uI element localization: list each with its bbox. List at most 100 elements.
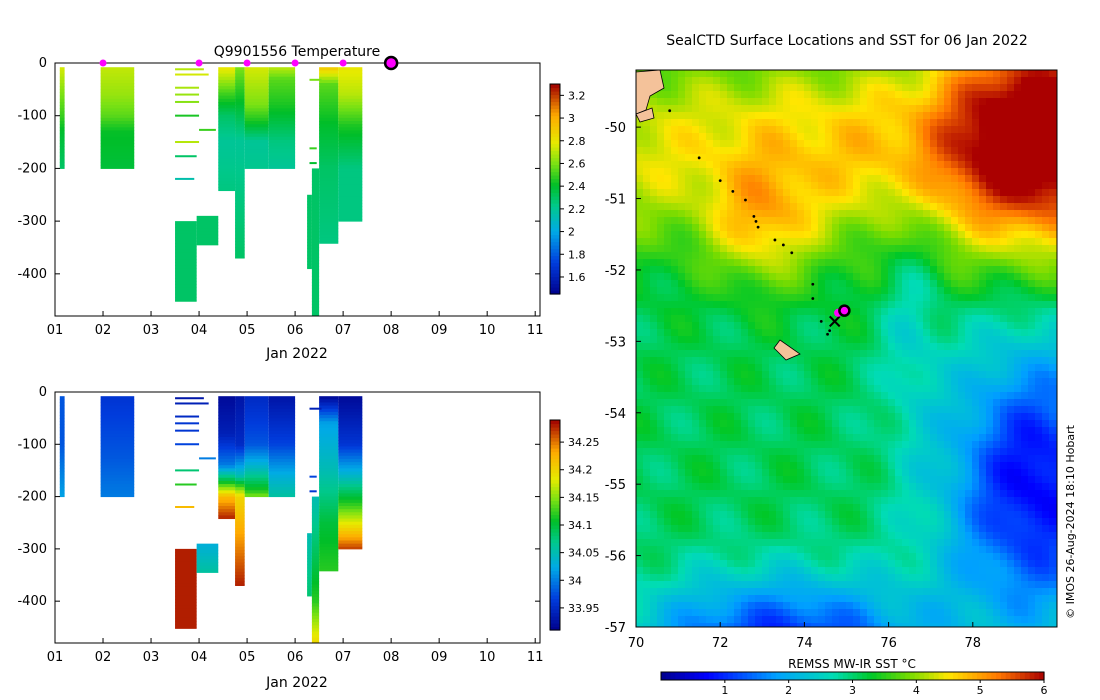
sst-cell: [951, 343, 959, 351]
sst-cell: [769, 280, 777, 288]
sst-cell: [699, 490, 707, 498]
sst-cell: [748, 112, 756, 120]
profile-10-cell: [319, 139, 339, 144]
sst-cell: [965, 210, 973, 218]
sst-cell: [636, 196, 644, 204]
sst-cell: [699, 413, 707, 421]
profile-4-cell: [218, 92, 236, 97]
sst-cell: [790, 280, 798, 288]
profile-11-cell: [338, 86, 363, 90]
sst-cell: [958, 210, 966, 218]
sst-cell: [790, 245, 798, 253]
sst-cell: [1000, 238, 1008, 246]
profile-4-cell: [218, 181, 236, 185]
sst-cell: [650, 126, 658, 134]
sst-cell: [867, 308, 875, 316]
sst-cell: [853, 245, 861, 253]
sst-cell: [776, 203, 784, 211]
sst-cell: [951, 217, 959, 225]
sst-cell: [860, 336, 868, 344]
profile-9-cell: [311, 502, 320, 507]
profile-5-cell: [235, 193, 245, 198]
sst-cell: [811, 182, 819, 190]
profile-4-cell: [218, 105, 236, 109]
sst-cell: [783, 434, 791, 442]
sst-cell: [762, 147, 770, 155]
sst-cell: [951, 154, 959, 162]
sst-cell: [678, 105, 686, 113]
sst-cell: [748, 413, 756, 421]
profile-5-cell: [235, 499, 245, 504]
sst-cell: [923, 224, 931, 232]
sst-cell: [986, 371, 994, 379]
sst-cell: [846, 504, 854, 512]
sst-cell: [944, 168, 952, 176]
sst-cell: [1007, 490, 1015, 498]
sst-cell: [888, 406, 896, 414]
sst-cell: [1007, 245, 1015, 253]
profile-8-cell: [307, 254, 312, 259]
profile-9-cell: [311, 615, 320, 620]
sst-cell: [1007, 70, 1015, 78]
sst-cell: [762, 112, 770, 120]
sst-cell: [734, 441, 742, 449]
sst-cell: [867, 112, 875, 120]
profile-11-cell: [338, 458, 363, 463]
sst-cell: [783, 322, 791, 330]
sst-cell: [1042, 91, 1050, 99]
sst-cell: [706, 413, 714, 421]
sst-cell: [888, 455, 896, 463]
sst-cell: [734, 490, 742, 498]
sst-cell: [1007, 252, 1015, 260]
profile-8-cell: [307, 267, 312, 270]
sst-cell: [881, 168, 889, 176]
profile-9-cell: [311, 225, 320, 230]
sst-cell: [1049, 483, 1057, 491]
sst-cell: [930, 119, 938, 127]
sst-cell: [937, 84, 945, 92]
sst-cell: [993, 308, 1001, 316]
sst-cell: [1049, 462, 1057, 470]
sst-cell: [1007, 238, 1015, 246]
sst-cell: [1014, 336, 1022, 344]
sst-cell: [678, 455, 686, 463]
sst-cell: [636, 287, 644, 295]
profile-5-cell: [235, 474, 245, 479]
sst-cell: [636, 245, 644, 253]
sst-cell: [895, 238, 903, 246]
sst-cell: [951, 476, 959, 484]
sst-cell: [804, 497, 812, 505]
profile-4-cell: [218, 446, 236, 451]
sst-cell: [930, 203, 938, 211]
sst-cell: [888, 280, 896, 288]
profile-9-cell: [311, 237, 320, 242]
sst-cell: [993, 371, 1001, 379]
sst-cell: [643, 168, 651, 176]
sst-cell: [867, 182, 875, 190]
sst-cell: [1007, 462, 1015, 470]
thin-profile-line: [309, 147, 317, 150]
sst-cell: [944, 448, 952, 456]
sst-cell: [790, 238, 798, 246]
sst-cell: [1028, 476, 1036, 484]
x-tick-label: 11: [527, 650, 544, 665]
sst-cell: [762, 385, 770, 393]
sst-cell: [769, 238, 777, 246]
sst-cell: [1000, 441, 1008, 449]
sst-cell: [755, 189, 763, 197]
sst-cell: [972, 504, 980, 512]
sst-cell: [944, 336, 952, 344]
sst-cell: [678, 343, 686, 351]
profile-6-cell: [244, 165, 269, 169]
profile-2-cell: [175, 255, 197, 260]
sst-cell: [643, 392, 651, 400]
sst-cell: [895, 392, 903, 400]
sst-cell: [846, 315, 854, 323]
sst-cell: [699, 266, 707, 274]
profile-8-cell: [307, 583, 312, 588]
sst-cell: [923, 315, 931, 323]
profile-9-cell: [311, 279, 320, 283]
sst-cell: [699, 399, 707, 407]
sst-cell: [867, 196, 875, 204]
profile-9-cell: [311, 307, 320, 312]
